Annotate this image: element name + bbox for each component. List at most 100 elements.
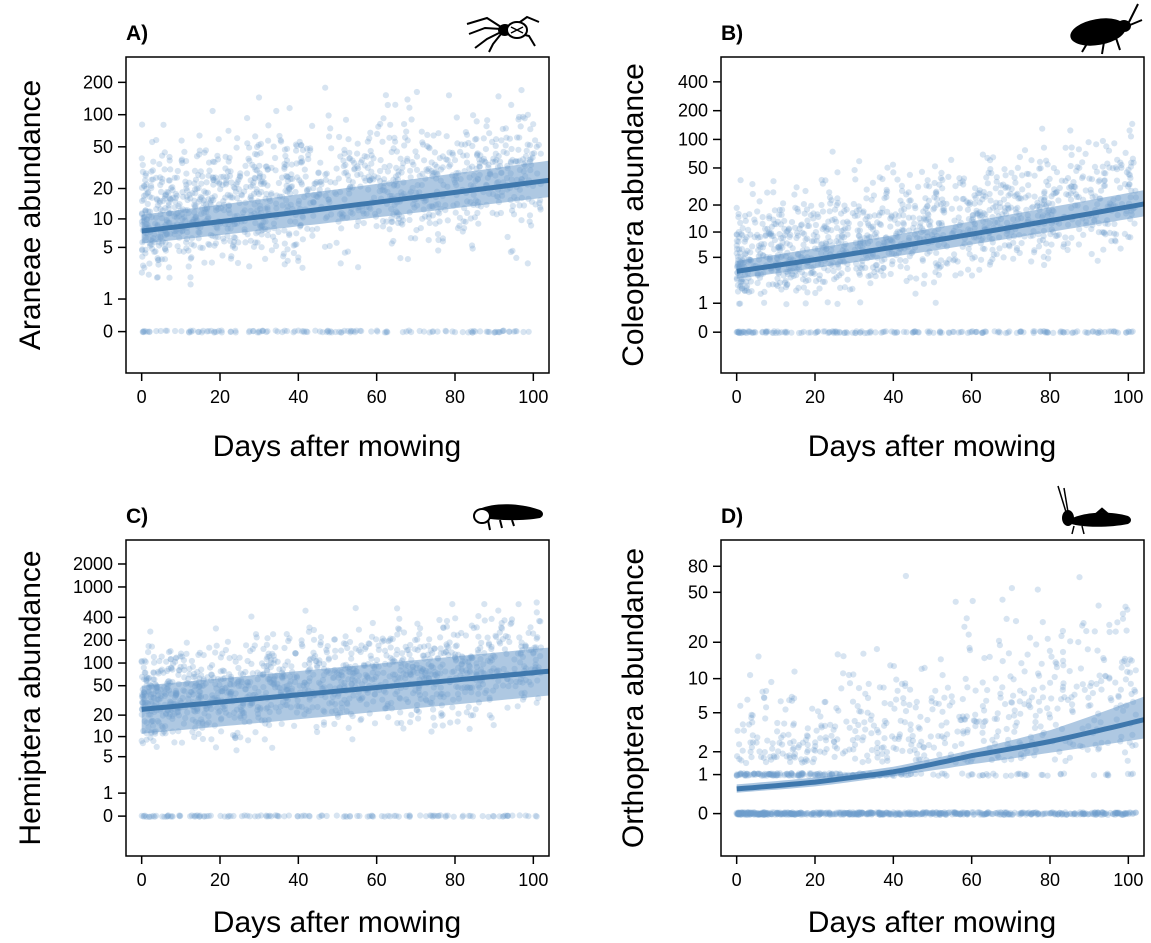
data-point — [938, 219, 945, 227]
data-point — [1005, 184, 1012, 191]
data-point — [148, 643, 155, 650]
data-point — [214, 152, 221, 159]
data-point — [761, 749, 768, 756]
data-point — [923, 809, 931, 816]
data-point — [749, 809, 756, 816]
data-point — [145, 208, 152, 215]
data-point — [1034, 202, 1041, 209]
data-point — [253, 634, 260, 641]
data-point — [295, 327, 302, 334]
data-point — [492, 150, 499, 157]
data-point — [177, 812, 184, 819]
data-point — [408, 711, 415, 719]
data-point — [796, 329, 803, 337]
data-point — [483, 328, 490, 335]
data-point — [1035, 810, 1042, 817]
data-point — [782, 328, 789, 335]
data-point — [1001, 809, 1008, 816]
data-point — [739, 747, 746, 754]
data-point — [861, 330, 868, 337]
data-point — [352, 645, 359, 652]
data-point — [484, 117, 491, 124]
data-point — [273, 242, 280, 250]
data-point — [809, 705, 816, 712]
data-point — [1039, 619, 1046, 626]
y-tick-label: 2000 — [73, 554, 113, 574]
data-point — [943, 200, 950, 207]
data-point — [1089, 328, 1097, 335]
data-point — [210, 176, 217, 183]
y-tick-label: 10 — [93, 209, 113, 229]
data-point — [913, 275, 920, 282]
data-point — [986, 206, 993, 214]
data-point — [876, 810, 883, 817]
data-point — [397, 219, 405, 226]
data-point — [893, 676, 900, 683]
data-point — [867, 328, 875, 335]
data-point — [253, 167, 261, 174]
data-point — [398, 650, 406, 657]
data-point — [496, 813, 503, 820]
data-point — [834, 169, 841, 176]
data-point — [198, 180, 205, 187]
data-point — [979, 245, 987, 252]
data-point — [252, 133, 259, 140]
data-point — [532, 201, 539, 208]
data-point — [765, 281, 773, 288]
data-point — [225, 158, 232, 165]
data-point — [274, 658, 281, 665]
data-point — [964, 811, 971, 818]
data-point — [995, 328, 1002, 335]
data-point — [195, 198, 202, 205]
data-point — [241, 812, 248, 819]
data-point — [1031, 247, 1038, 254]
data-point — [399, 164, 406, 171]
data-point — [801, 230, 808, 238]
data-point — [899, 201, 906, 208]
data-point — [746, 811, 753, 818]
data-point — [952, 743, 959, 750]
data-point — [249, 182, 256, 189]
data-point — [526, 156, 534, 163]
data-point — [244, 231, 251, 238]
data-point — [168, 664, 175, 671]
data-point — [1121, 181, 1129, 188]
data-point — [378, 813, 385, 820]
data-point — [1060, 680, 1067, 687]
data-point — [490, 813, 497, 820]
data-point — [246, 263, 253, 270]
data-point — [183, 245, 190, 252]
data-point — [403, 157, 411, 164]
data-point — [1039, 694, 1047, 701]
data-point — [971, 192, 978, 199]
data-point — [313, 662, 321, 669]
data-point — [498, 624, 505, 631]
data-point — [419, 215, 426, 222]
data-point — [754, 279, 761, 287]
data-point — [735, 214, 742, 221]
data-point — [846, 746, 853, 753]
data-point — [883, 749, 891, 756]
data-point — [144, 200, 151, 208]
data-point — [822, 737, 830, 744]
data-point — [883, 186, 890, 193]
data-point — [298, 142, 305, 149]
data-point — [480, 135, 487, 142]
data-point — [854, 212, 861, 219]
data-point — [938, 733, 945, 740]
data-point — [1076, 809, 1084, 816]
data-point — [850, 200, 857, 208]
data-point — [814, 708, 822, 715]
data-point — [764, 189, 771, 196]
data-point — [907, 721, 914, 728]
data-point — [463, 131, 471, 138]
data-point — [999, 684, 1006, 691]
data-point — [165, 189, 172, 196]
data-point — [982, 211, 989, 218]
data-point — [527, 126, 534, 133]
data-point — [1061, 694, 1068, 701]
data-point — [528, 222, 535, 229]
data-point — [429, 328, 436, 335]
data-point — [1007, 204, 1015, 211]
data-point — [826, 329, 833, 336]
